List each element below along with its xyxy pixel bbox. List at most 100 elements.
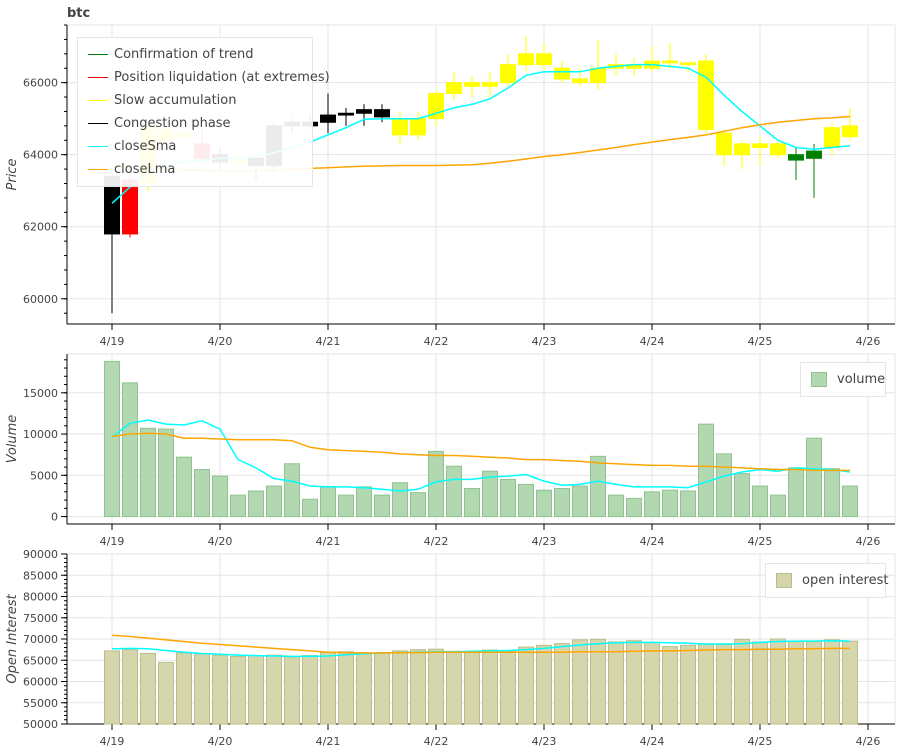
volume-bar	[752, 485, 768, 518]
volume-bar	[500, 478, 516, 518]
chart-title: btc	[67, 6, 91, 21]
volume-bar	[302, 498, 318, 518]
y-tick-label: 60000	[23, 676, 58, 689]
candle	[482, 82, 498, 87]
open-interest-bar	[536, 644, 552, 725]
x-tick-label: 4/22	[424, 535, 449, 548]
open-interest-bar	[770, 638, 786, 725]
volume-bar	[122, 382, 138, 518]
y-tick-label: 75000	[23, 612, 58, 625]
y-tick-label: 0	[51, 511, 58, 524]
volume-bar	[410, 492, 426, 518]
open-interest-bar	[410, 649, 426, 725]
x-tick-label: 4/26	[856, 335, 881, 348]
open-interest-bar	[806, 641, 822, 725]
volume-legend: volume	[800, 362, 886, 397]
x-tick-label: 4/21	[316, 335, 341, 348]
candle	[572, 78, 588, 84]
volume-bar	[428, 450, 444, 518]
candle	[788, 154, 804, 161]
y-tick-label: 80000	[23, 591, 58, 604]
volume-bar	[104, 360, 120, 518]
x-tick-label: 4/21	[316, 535, 341, 548]
x-tick-label: 4/19	[100, 535, 125, 548]
y-axis-ticks: 60000 62000 64000 66000	[23, 24, 67, 314]
legend-swatch	[88, 146, 108, 147]
volume-bar	[626, 497, 642, 518]
volume-bar	[176, 456, 192, 518]
x-tick-label: 4/25	[748, 735, 773, 748]
volume-bar	[518, 483, 534, 518]
x-tick-label: 4/20	[208, 735, 233, 748]
volume-bar	[248, 490, 264, 518]
candle	[698, 60, 714, 130]
y-tick-label: 10000	[23, 428, 58, 441]
open-interest-bar	[392, 650, 408, 725]
open-interest-bar	[626, 640, 642, 725]
legend-label: Position liquidation (at extremes)	[114, 70, 330, 85]
volume-bar	[770, 494, 786, 518]
volume-bars	[104, 360, 858, 518]
y-tick-label: 62000	[23, 221, 58, 234]
open-interest-bar	[788, 640, 804, 725]
y-tick-label: 5000	[30, 469, 58, 482]
legend-item: Position liquidation (at extremes)	[78, 66, 330, 89]
volume-bar	[806, 437, 822, 518]
volume-bar	[212, 475, 228, 518]
volume-bar	[572, 485, 588, 518]
candle	[806, 150, 822, 159]
x-tick-label: 4/22	[424, 735, 449, 748]
open-interest-bar	[122, 649, 138, 725]
volume-bar	[464, 488, 480, 518]
x-tick-label: 4/25	[748, 535, 773, 548]
open-interest-bars	[104, 638, 858, 725]
open-interest-bar	[284, 656, 300, 725]
volume-bar	[698, 423, 714, 518]
legend-swatch	[88, 169, 108, 170]
legend-swatch	[88, 77, 108, 78]
candle	[842, 125, 858, 138]
legend-swatch	[88, 54, 108, 55]
candle	[734, 143, 750, 156]
open-interest-bar	[428, 648, 444, 725]
candle	[554, 67, 570, 80]
volume-sma-line	[111, 419, 851, 492]
volume-bar	[338, 494, 354, 518]
candle	[770, 143, 786, 156]
open-interest-bar	[302, 655, 318, 725]
y-tick-label: 85000	[23, 569, 58, 582]
volume-lma-line	[111, 432, 850, 472]
open-interest-bar	[662, 646, 678, 725]
x-tick-label: 4/25	[748, 335, 773, 348]
open-interest-bar	[248, 655, 264, 725]
volume-bar	[734, 473, 750, 518]
candle	[662, 60, 678, 64]
candle	[716, 132, 732, 156]
y-tick-label: 90000	[23, 548, 58, 561]
y-tick-label: 60000	[23, 293, 58, 306]
legend-swatch	[776, 573, 792, 588]
oi-sma-line	[111, 639, 851, 658]
volume-bar	[644, 491, 660, 518]
candle	[392, 118, 408, 136]
y-tick-label: 70000	[23, 633, 58, 646]
y-tick-label: 50000	[23, 718, 58, 731]
open-interest-bar	[320, 652, 336, 725]
open-interest-bar	[608, 641, 624, 725]
legend-label: Congestion phase	[114, 116, 231, 131]
x-tick-label: 4/24	[640, 535, 665, 548]
volume-bar	[230, 494, 246, 518]
open-interest-bar	[554, 643, 570, 725]
open-interest-bar	[158, 661, 174, 725]
y-tick-label: 64000	[23, 149, 58, 162]
open-interest-bar	[482, 649, 498, 725]
volume-bar	[446, 465, 462, 518]
open-interest-legend: open interest	[765, 563, 888, 598]
x-tick-label: 4/23	[532, 535, 557, 548]
y-tick-label: 65000	[23, 654, 58, 667]
volume-bar	[842, 485, 858, 518]
open-interest-bar	[644, 641, 660, 725]
legend-item: closeLma	[78, 158, 312, 181]
open-interest-bar	[824, 639, 840, 725]
